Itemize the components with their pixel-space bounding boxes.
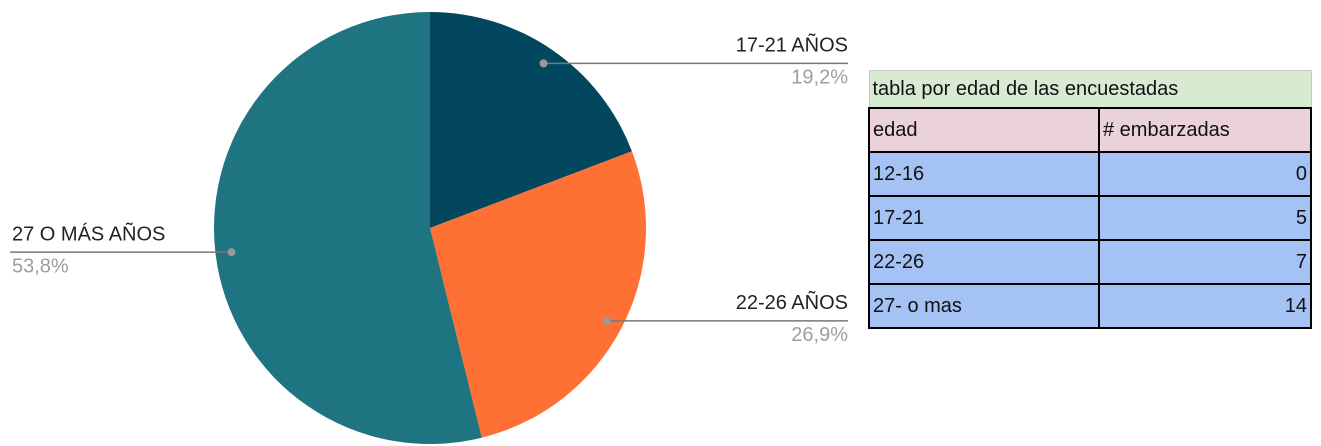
header-cell: # embarzadas [1098, 107, 1312, 153]
slice-label: 27 O MÁS AÑOS [12, 221, 165, 245]
title-row: tabla por edad de las encuestadas [868, 70, 1312, 109]
table-row: 12-16 0 [868, 151, 1312, 197]
table-row: 22-26 7 [868, 239, 1312, 285]
table-cell: 7 [1098, 239, 1312, 285]
table-cell: 22-26 [868, 239, 1100, 285]
slice-label: 17-21 AÑOS [736, 33, 848, 57]
table-title: tabla por edad de las encuestadas [868, 70, 1312, 109]
table-cell: 27- o mas [868, 283, 1100, 329]
table-cell: 5 [1098, 195, 1312, 241]
slice-percent: 19,2% [791, 67, 848, 89]
table-body: tabla por edad de las encuestadas edad #… [868, 70, 1312, 329]
table-cell: 14 [1098, 283, 1312, 329]
table-cell: 17-21 [868, 195, 1100, 241]
pie-slice [430, 151, 646, 438]
leader-dot [603, 316, 612, 325]
pie-chart: 17-21 AÑOS 19,2% 22-26 AÑOS 26,9% 27 O MÁS A… [10, 12, 848, 444]
leader-dot [227, 248, 236, 257]
slice-percent: 26,9% [791, 324, 848, 346]
header-row: edad # embarzadas [868, 107, 1312, 153]
data-table: tabla por edad de las encuestadas edad #… [868, 70, 1312, 329]
pie-slice [214, 12, 482, 444]
slice-label: 22-26 AÑOS [736, 290, 848, 314]
table-row: 17-21 5 [868, 195, 1312, 241]
table-cell: 0 [1098, 151, 1312, 197]
table-cell: 12-16 [868, 151, 1100, 197]
header-cell: edad [868, 107, 1100, 153]
pie-slice [430, 12, 632, 228]
slice-percent: 53,8% [12, 255, 69, 277]
table-row: 27- o mas 14 [868, 283, 1312, 329]
leader-dot [539, 59, 548, 68]
